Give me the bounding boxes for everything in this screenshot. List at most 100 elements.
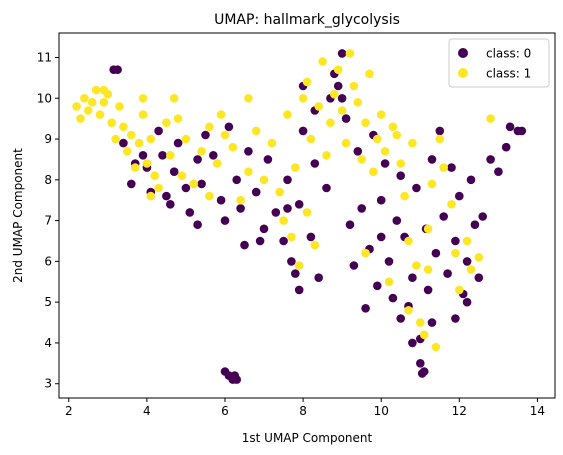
data-point-class-1 (87, 98, 97, 107)
data-point-class-0 (443, 269, 452, 278)
data-point-class-0 (181, 183, 191, 193)
data-point-class-0 (322, 183, 331, 193)
data-point-class-0 (259, 224, 269, 234)
data-point-class-1 (291, 163, 300, 172)
data-point-class-1 (162, 118, 171, 127)
chart-title: UMAP: hallmark_glycolysis (214, 12, 400, 28)
data-point-class-1 (115, 102, 124, 111)
y-tick-label: 6 (44, 254, 52, 268)
data-point-class-1 (423, 224, 433, 234)
data-point-class-0 (232, 175, 241, 185)
data-point-class-1 (373, 134, 382, 144)
data-point-class-1 (392, 130, 402, 140)
data-point-class-1 (451, 248, 460, 258)
data-point-class-1 (154, 183, 163, 193)
data-point-class-0 (169, 167, 179, 176)
x-tick-label: 14 (530, 404, 545, 418)
data-point-class-1 (349, 81, 359, 91)
data-point-class-1 (408, 138, 417, 148)
data-point-class-1 (267, 138, 277, 148)
data-point-class-0 (127, 179, 136, 189)
data-point-class-1 (404, 236, 413, 246)
y-axis-ticks: 3 4 5 6 7 8 9 10 11 (37, 50, 59, 391)
data-point-class-0 (240, 240, 249, 250)
data-point-class-1 (337, 106, 347, 115)
data-point-class-0 (337, 94, 347, 103)
data-point-class-0 (236, 204, 245, 213)
data-point-class-0 (427, 155, 437, 164)
data-point-class-0 (486, 155, 495, 164)
data-point-class-1 (150, 171, 159, 180)
data-point-class-1 (455, 285, 464, 295)
data-point-class-0 (193, 220, 202, 229)
data-point-class-0 (158, 151, 167, 160)
legend-label-class-1: class: 1 (486, 67, 531, 81)
data-point-class-0 (244, 147, 253, 156)
data-point-class-0 (478, 212, 488, 221)
data-point-class-0 (427, 318, 437, 327)
data-point-class-1 (353, 98, 363, 107)
y-tick-label: 4 (44, 336, 52, 350)
data-point-class-0 (230, 371, 239, 380)
x-tick-label: 10 (374, 404, 389, 418)
data-point-class-0 (337, 49, 347, 58)
x-tick-label: 2 (65, 404, 73, 418)
data-point-class-0 (154, 126, 163, 136)
data-point-class-1 (80, 94, 89, 103)
data-point-class-1 (287, 232, 296, 242)
data-point-class-1 (462, 236, 472, 246)
data-point-class-0 (255, 236, 265, 246)
data-point-class-1 (314, 102, 324, 111)
data-point-class-1 (333, 65, 343, 74)
data-point-class-1 (283, 110, 292, 119)
data-point-class-1 (486, 114, 495, 123)
data-point-class-0 (388, 293, 398, 303)
data-point-class-0 (113, 65, 122, 74)
data-point-class-0 (349, 261, 359, 270)
x-tick-label: 8 (299, 404, 307, 418)
data-point-class-1 (361, 118, 370, 127)
data-point-class-1 (376, 110, 386, 119)
data-point-class-1 (142, 159, 152, 168)
data-point-class-0 (271, 208, 281, 217)
y-tick-label: 7 (44, 214, 52, 228)
plot-frame (58, 32, 556, 399)
data-point-class-0 (197, 179, 206, 189)
data-point-class-0 (119, 138, 128, 148)
legend-label-class-0: class: 0 (486, 47, 531, 61)
data-point-class-0 (505, 122, 515, 132)
data-point-class-1 (357, 155, 367, 164)
data-point-class-0 (435, 126, 445, 136)
data-point-class-0 (298, 126, 308, 136)
data-point-class-1 (177, 171, 187, 180)
data-point-class-1 (138, 110, 148, 119)
data-point-class-0 (283, 204, 292, 213)
data-point-class-0 (173, 138, 183, 148)
data-point-class-1 (134, 138, 144, 148)
data-point-class-1 (404, 306, 413, 315)
data-point-class-0 (166, 200, 175, 209)
data-point-class-0 (451, 314, 460, 323)
y-tick-label: 8 (44, 173, 52, 187)
data-point-class-0 (376, 232, 386, 242)
data-point-class-1 (216, 110, 226, 119)
data-point-class-1 (166, 151, 175, 160)
data-point-class-1 (119, 122, 128, 132)
legend-marker-class-1 (458, 68, 468, 78)
data-point-class-1 (298, 94, 308, 103)
data-point-class-0 (470, 220, 480, 229)
data-point-class-0 (357, 204, 367, 213)
data-point-class-1 (107, 118, 116, 127)
data-point-class-0 (263, 155, 273, 164)
data-point-class-0 (396, 314, 406, 323)
data-point-class-1 (146, 134, 156, 144)
data-point-class-0 (380, 159, 390, 168)
data-point-class-1 (220, 130, 230, 140)
data-point-class-0 (353, 147, 363, 156)
data-point-class-1 (99, 98, 109, 107)
data-point-class-1 (259, 175, 269, 185)
data-point-class-0 (447, 163, 456, 172)
data-point-class-0 (431, 248, 441, 258)
data-point-class-0 (341, 114, 351, 123)
